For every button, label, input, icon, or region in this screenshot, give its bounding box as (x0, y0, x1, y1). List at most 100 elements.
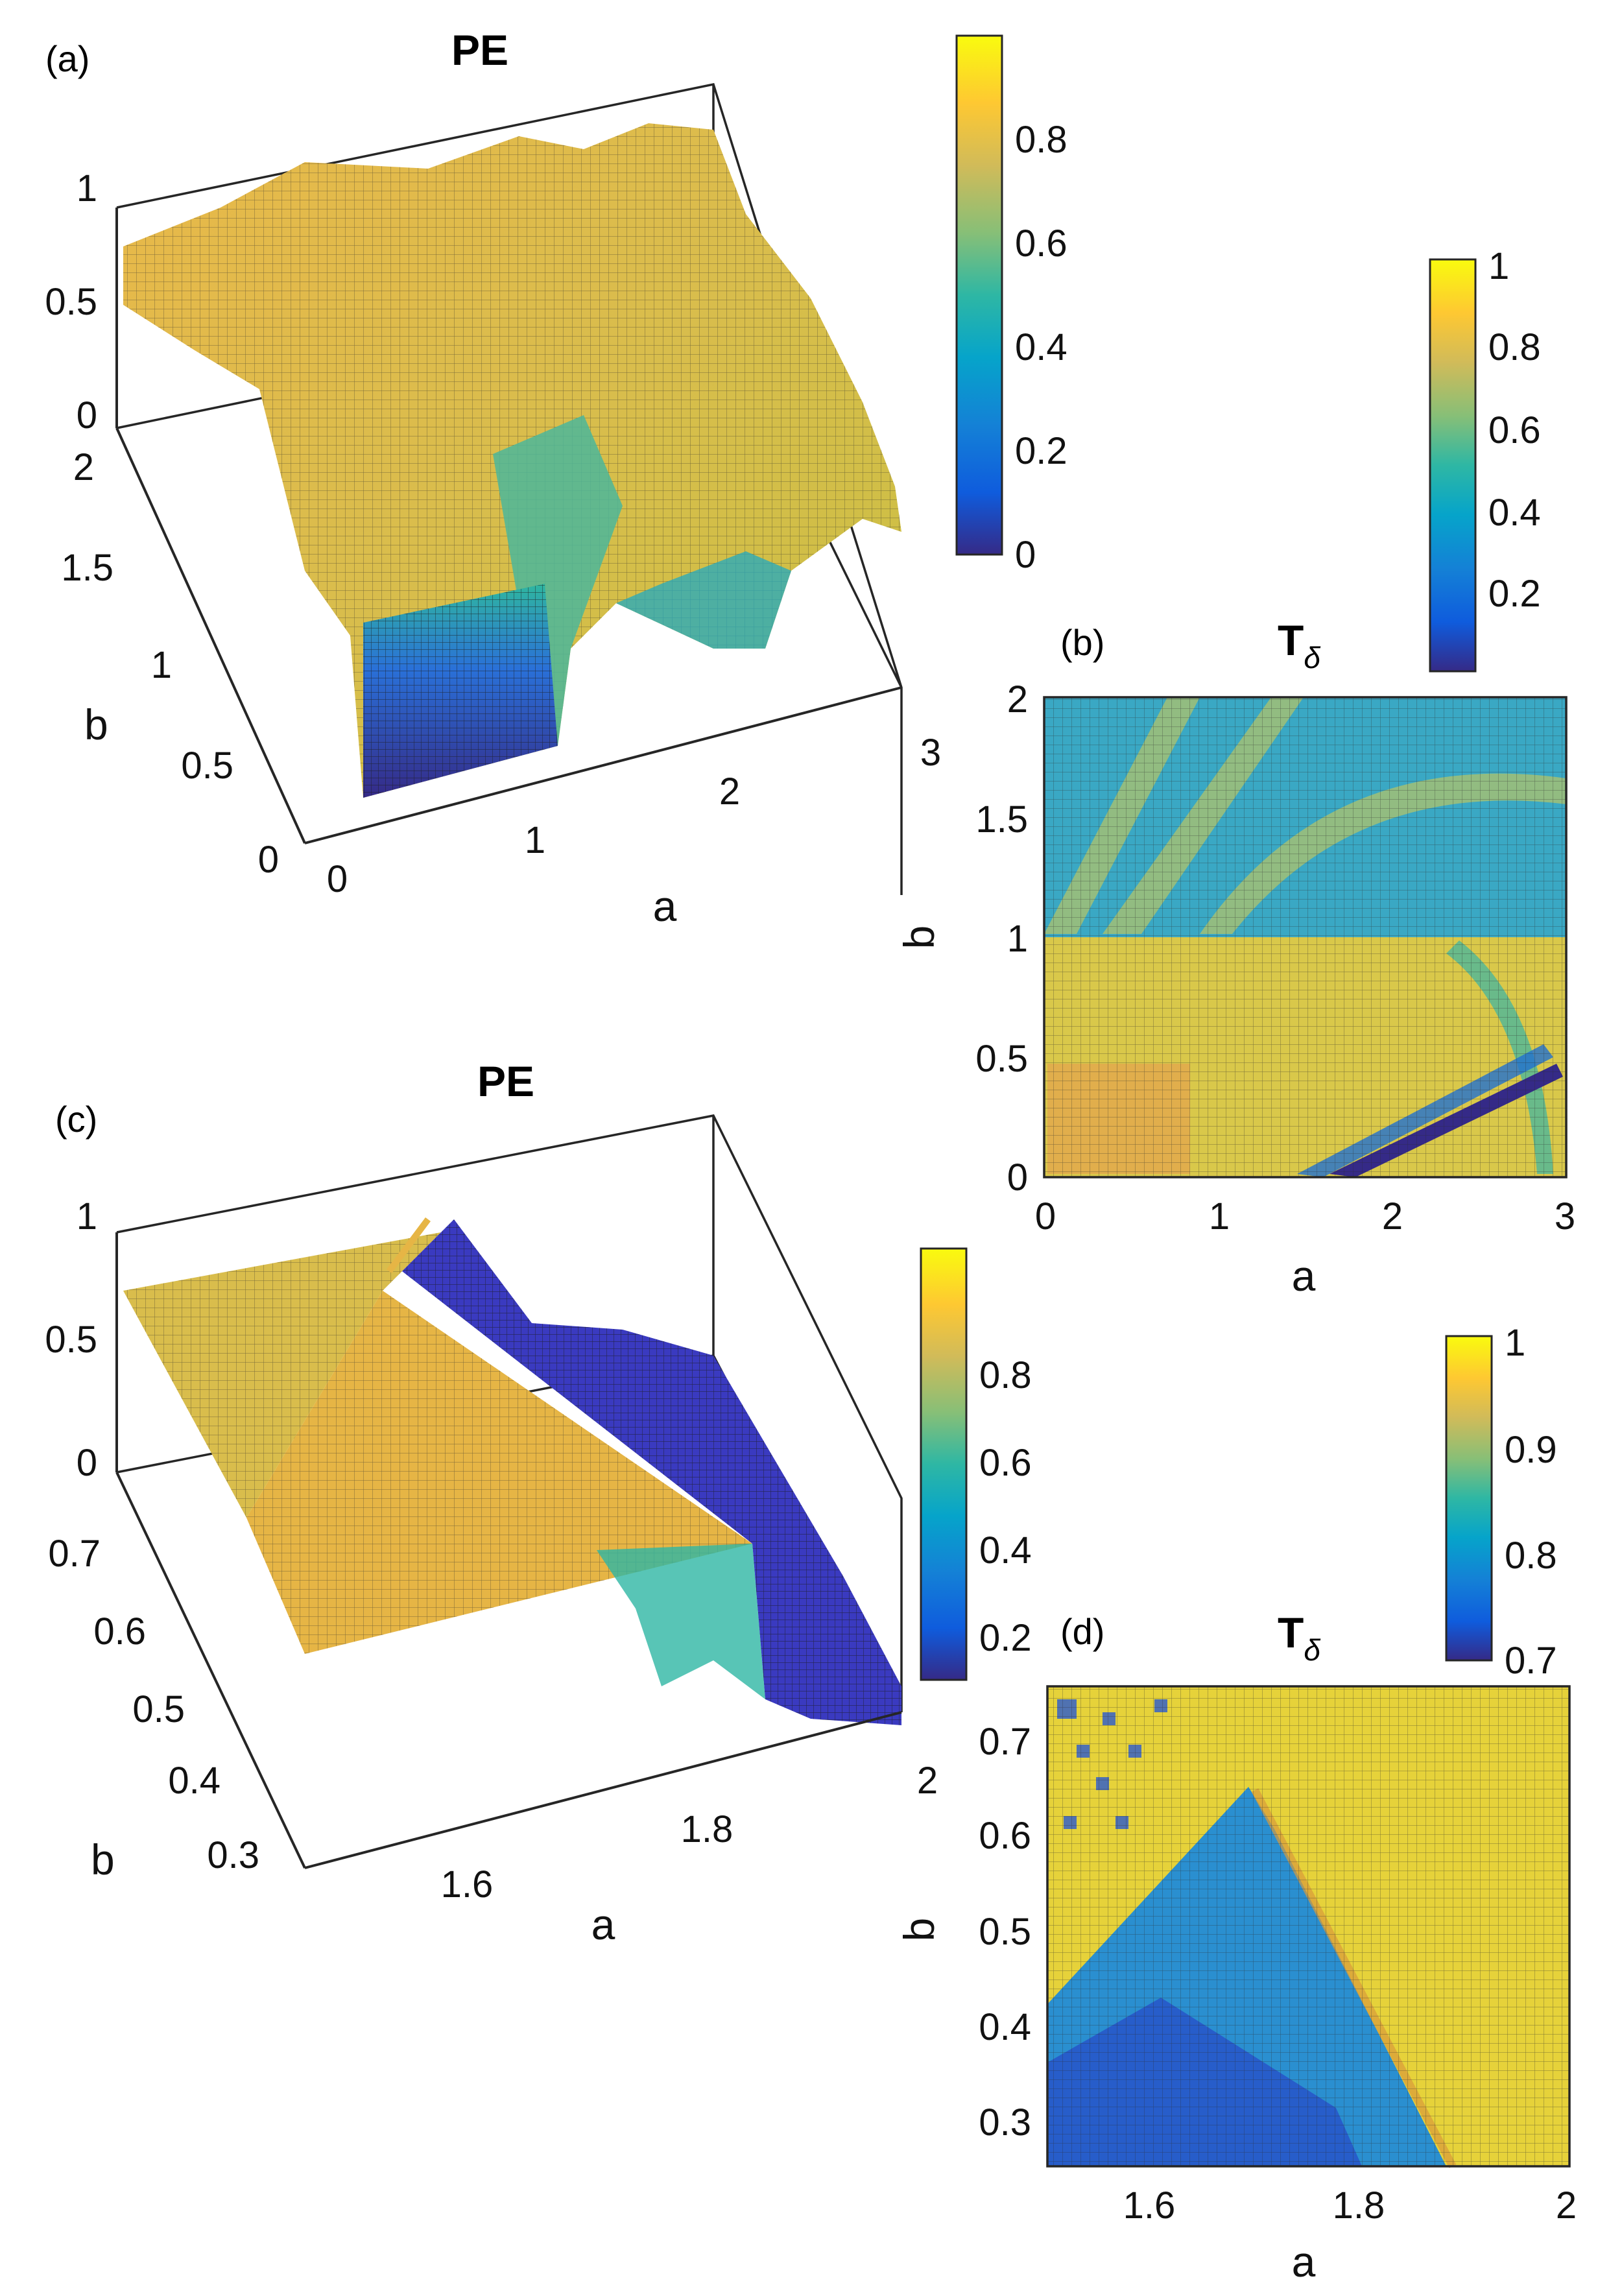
panel-d-ylabel: b (895, 1918, 943, 1942)
panel-b-ytick: 0.5 (975, 1038, 1028, 1080)
panel-c-label: (c) (55, 1099, 97, 1140)
panel-b-heatmap (1044, 697, 1566, 1177)
panel-b-ytick: 1.5 (975, 798, 1028, 841)
panel-c-ridge (387, 1217, 431, 1273)
panel-a-xlabel: a (653, 882, 677, 930)
panel-b-xtick: 2 (1382, 1195, 1403, 1238)
panel-a-xtick: 1 (525, 819, 545, 861)
panel-c-cbtick: 0.4 (979, 1529, 1032, 1572)
panel-a: (a) PE 1 0.5 0 2 1.5 1 0.5 0 b 0 1 2 3 a (45, 26, 1067, 930)
panel-d-xtick: 2 (1556, 2184, 1577, 2227)
panel-d-xtick: 1.8 (1333, 2184, 1385, 2227)
panel-a-slope (493, 415, 623, 746)
panel-a-axis-b (115, 427, 306, 844)
panel-c-title: PE (477, 1057, 534, 1105)
panel-b-xtick: 0 (1035, 1195, 1056, 1238)
panel-b-cbtick: 0.6 (1488, 409, 1541, 451)
panel-a-title: PE (451, 26, 508, 74)
panel-a-cbtick: 0.2 (1015, 430, 1067, 472)
panel-c-ztick: 0 (77, 1442, 97, 1484)
panel-c-axis-b (115, 1472, 306, 1869)
panel-b-cbtick: 0.8 (1488, 326, 1541, 368)
panel-a-xtick: 2 (719, 771, 740, 813)
panel-a-ylabel: b (84, 700, 108, 748)
panel-b-label: (b) (1060, 622, 1104, 663)
panel-b: 0.2 0.4 0.6 0.8 1 (b) Tδ 2 1.5 1 0.5 0 b… (895, 245, 1575, 1300)
panel-b-title: Tδ (1278, 616, 1320, 675)
panel-d-cbtick: 1 (1505, 1322, 1525, 1364)
panel-d-heatmap (1047, 1686, 1569, 2168)
panel-c-spikes (597, 1544, 765, 1699)
panel-c: (c) PE 1 0.5 0 0.7 0.6 0.5 0.4 0.3 b 1.6… (45, 1057, 1031, 1948)
panel-d-cbtick: 0.7 (1505, 1640, 1557, 1682)
panel-b-xtick: 3 (1555, 1195, 1575, 1238)
panel-c-ztick: 0.5 (45, 1319, 97, 1361)
panel-a-cbtick: 0.6 (1015, 222, 1067, 265)
panel-a-teal-region (616, 551, 791, 649)
panel-c-xtick: 1.8 (681, 1808, 733, 1850)
panel-b-ytick: 1 (1007, 918, 1028, 960)
panel-b-xlabel: a (1292, 1252, 1316, 1300)
panel-c-cbtick: 0.8 (979, 1354, 1032, 1396)
panel-d-ytick: 0.7 (979, 1721, 1031, 1763)
panel-c-ytick: 0.3 (207, 1834, 259, 1876)
panel-d-ytick: 0.5 (979, 1911, 1031, 1953)
panel-c-xtick: 1.6 (441, 1863, 494, 1906)
panel-d: 0.7 0.8 0.9 1 (d) Tδ 0.7 0.6 0.5 0.4 0.3… (895, 1322, 1577, 2286)
panel-a-axis-a (304, 686, 902, 844)
panel-b-mesh (1044, 697, 1566, 1177)
panel-a-cbtick: 0.8 (1015, 119, 1067, 161)
panel-d-label: (d) (1060, 1611, 1104, 1652)
panel-b-xtick: 1 (1209, 1195, 1230, 1238)
panel-c-blue-mesh (402, 1219, 901, 1725)
panel-a-ytick: 0.5 (181, 745, 233, 787)
panel-b-cbtick: 0.2 (1488, 573, 1541, 615)
panel-c-cbtick: 0.2 (979, 1617, 1032, 1659)
panel-b-cbtick: 0.4 (1488, 492, 1541, 534)
panel-b-axes-box (1043, 696, 1568, 1178)
panel-a-ytick: 2 (73, 446, 94, 488)
panel-a-colorbar (955, 34, 1003, 556)
panel-c-ytick: 0.7 (48, 1533, 101, 1575)
panel-d-title: Tδ (1278, 1608, 1320, 1667)
panel-d-axes-box (1046, 1685, 1571, 2168)
panel-d-cbtick: 0.8 (1505, 1535, 1557, 1577)
panel-b-ytick: 2 (1007, 678, 1028, 721)
panel-a-label: (a) (45, 38, 89, 79)
panel-d-colorbar (1445, 1335, 1493, 1662)
panel-a-ytick: 1 (151, 644, 172, 686)
panel-b-colorbar (1429, 258, 1477, 673)
panel-c-cbtick: 0.6 (979, 1442, 1032, 1484)
panel-c-ztick: 1 (77, 1195, 97, 1238)
panel-d-ytick: 0.6 (979, 1815, 1031, 1857)
panel-a-xtick: 3 (920, 732, 941, 774)
panel-c-colorbar (920, 1247, 968, 1681)
panel-c-xlabel: a (591, 1900, 615, 1948)
panel-a-cbtick: 0.4 (1015, 326, 1067, 368)
panel-a-cbtick: 0 (1015, 534, 1036, 576)
panel-a-ztick: 0.5 (45, 281, 97, 323)
panel-a-ztick: 1 (77, 167, 97, 209)
panel-a-well-mesh (363, 584, 558, 798)
panel-d-mesh (1047, 1686, 1569, 2166)
panel-b-ytick: 0 (1007, 1156, 1028, 1199)
panel-c-axis-a (304, 1711, 902, 1869)
panel-d-ytick: 0.4 (979, 2006, 1031, 2048)
panel-a-ztick: 0 (77, 394, 97, 436)
panel-d-cbtick: 0.9 (1505, 1429, 1557, 1471)
panel-d-xlabel: a (1292, 2238, 1316, 2286)
panel-a-xtick: 0 (327, 858, 348, 900)
panel-c-xtick: 2 (917, 1760, 938, 1802)
panel-c-ytick: 0.6 (93, 1610, 146, 1653)
panel-c-plane-back-mesh (123, 1232, 441, 1518)
panel-d-xtick: 1.6 (1123, 2184, 1176, 2227)
panel-c-ylabel: b (91, 1836, 115, 1883)
panel-d-ytick: 0.3 (979, 2101, 1031, 2144)
panel-a-ytick: 1.5 (61, 547, 113, 589)
panel-b-cbtick: 1 (1488, 245, 1509, 287)
panel-c-ytick: 0.4 (168, 1760, 221, 1802)
panel-c-ytick: 0.5 (132, 1688, 185, 1730)
panel-a-ytick: 0 (258, 839, 279, 881)
panel-b-ylabel: b (895, 926, 943, 950)
